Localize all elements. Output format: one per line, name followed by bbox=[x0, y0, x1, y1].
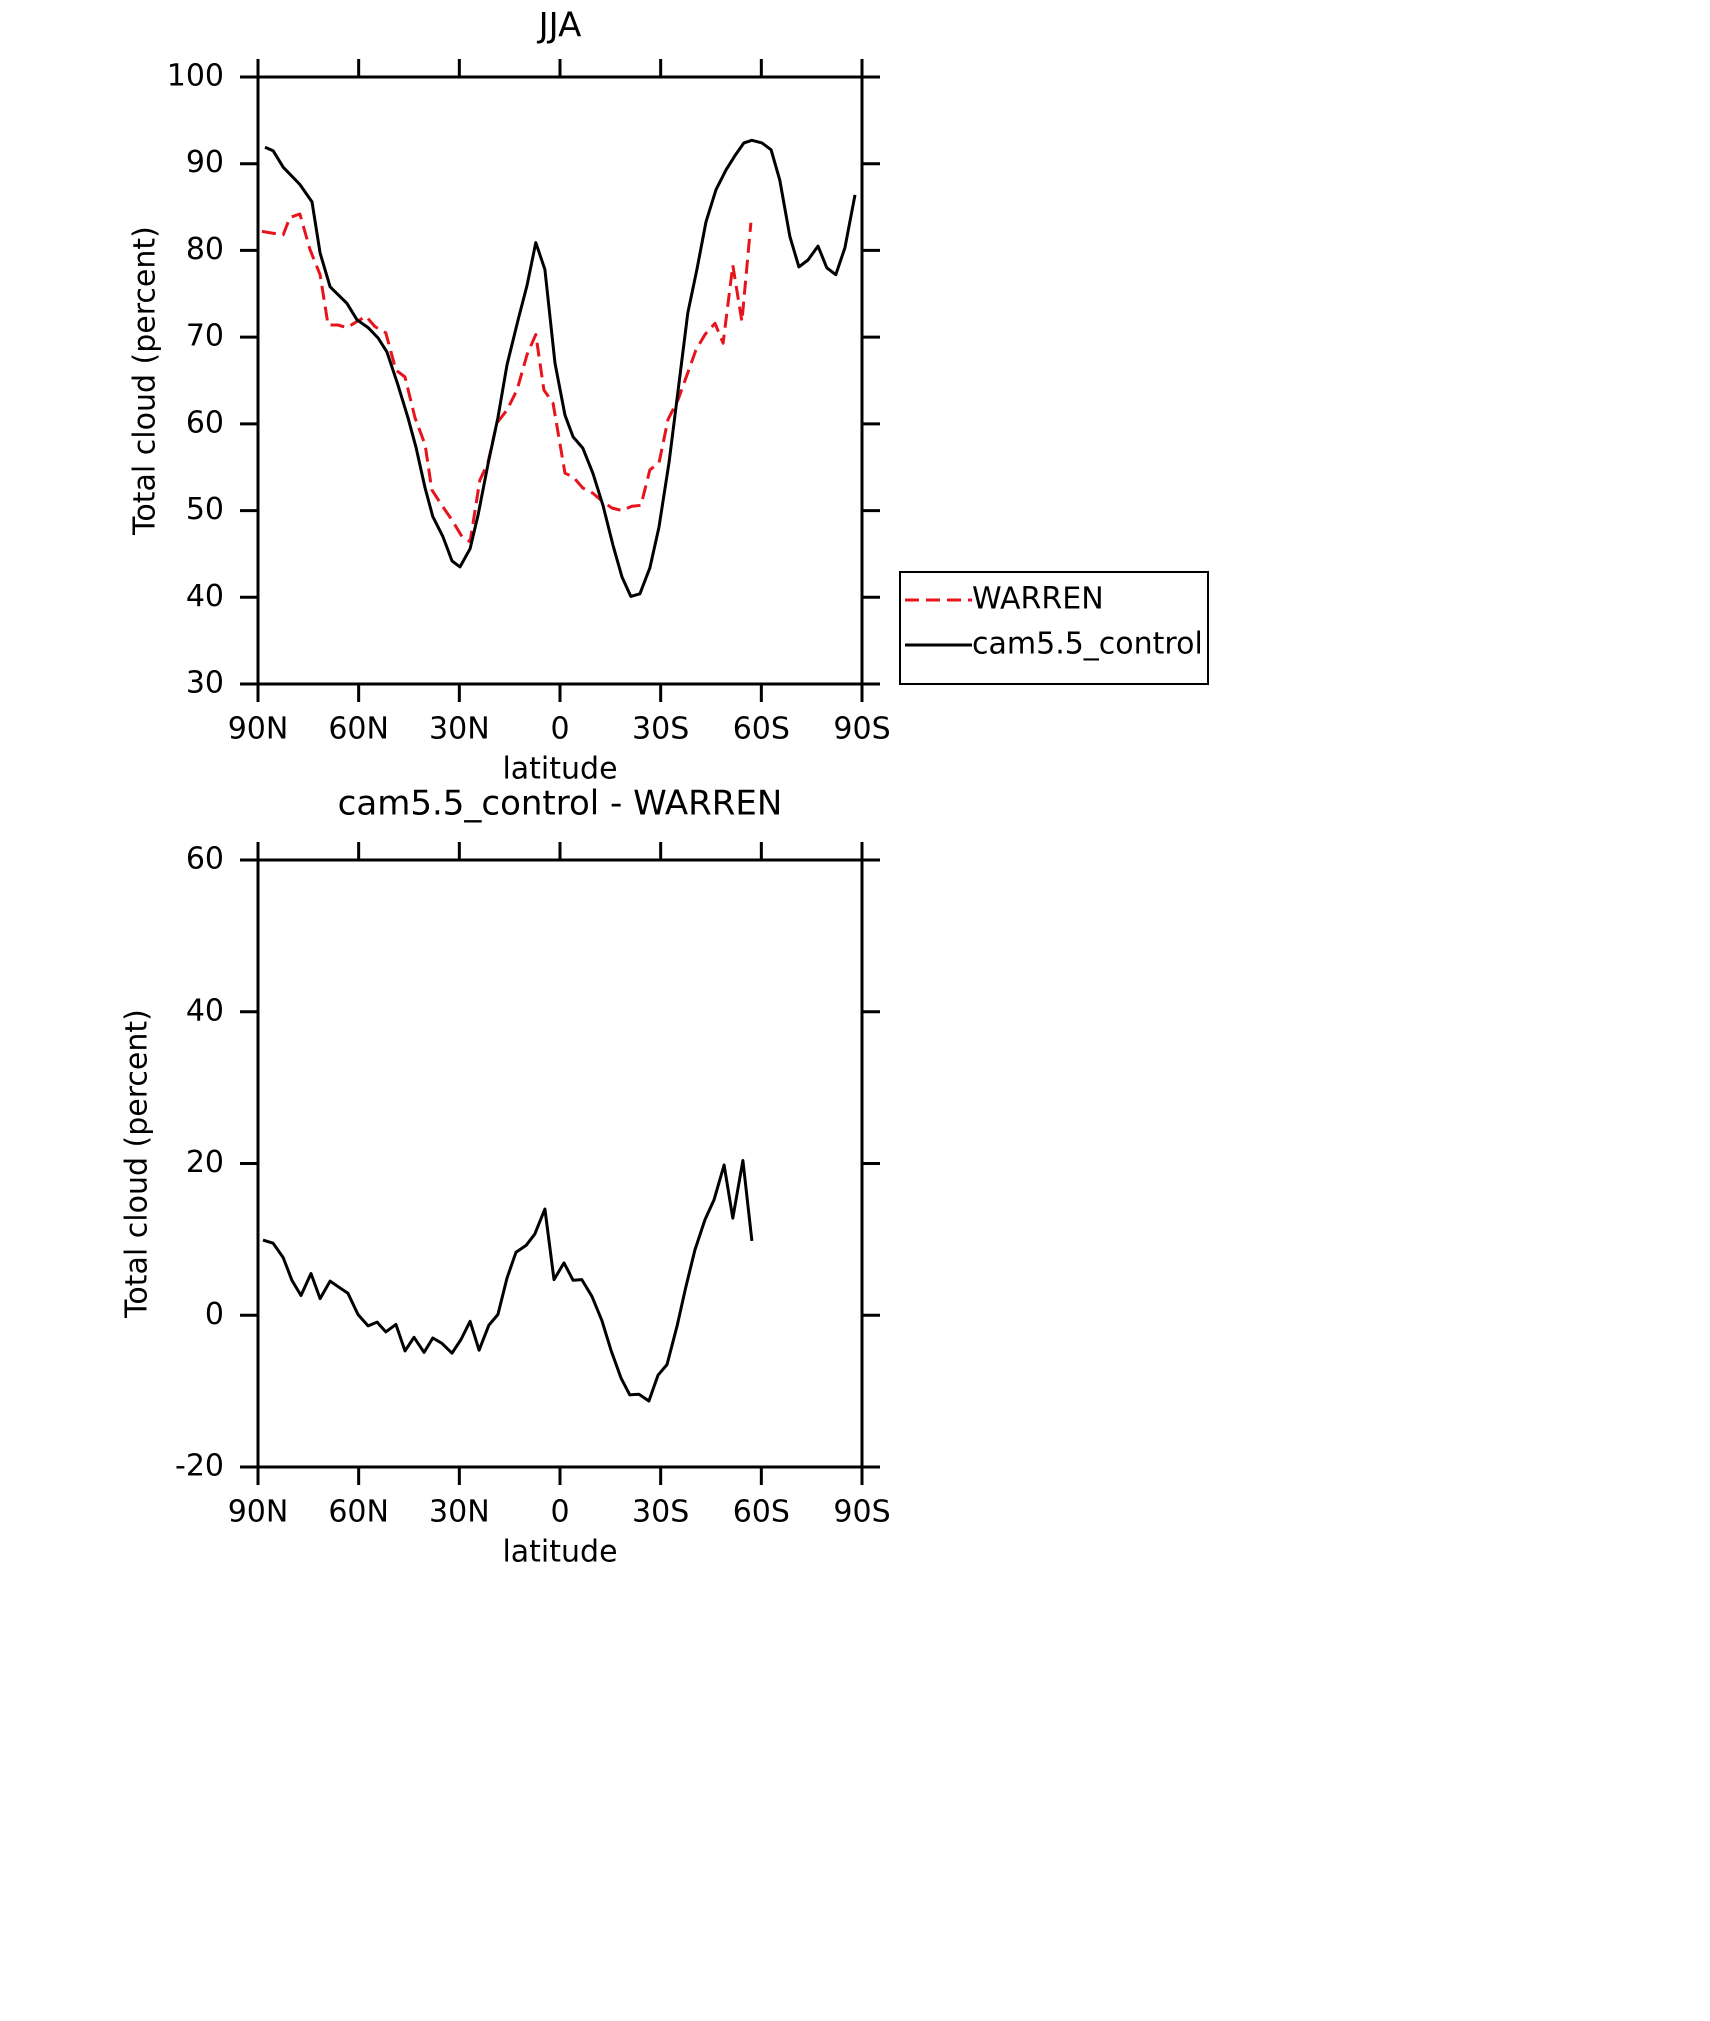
y-tick-label: 30 bbox=[186, 666, 224, 701]
x-tick-label: 0 bbox=[550, 1495, 569, 1530]
y-tick-label: 40 bbox=[186, 993, 224, 1028]
x-axis-label: latitude bbox=[502, 1535, 617, 1570]
x-tick-label: 30S bbox=[632, 1495, 689, 1530]
y-tick-label: 90 bbox=[186, 145, 224, 180]
y-axis-label: Total cloud (percent) bbox=[128, 226, 163, 536]
y-tick-label: 50 bbox=[186, 492, 224, 527]
x-tick-label: 60S bbox=[733, 1495, 790, 1530]
x-tick-label: 30S bbox=[632, 712, 689, 747]
y-tick-label: 20 bbox=[186, 1145, 224, 1180]
plot-frame bbox=[256, 75, 864, 686]
legend-label: cam5.5_control bbox=[972, 627, 1203, 662]
y-tick-label: 100 bbox=[167, 59, 224, 94]
chart-title: cam5.5_control - WARREN bbox=[338, 784, 783, 824]
y-tick-label: 70 bbox=[186, 319, 224, 354]
y-tick-label: 60 bbox=[186, 405, 224, 440]
x-tick-label: 30N bbox=[429, 1495, 490, 1530]
x-tick-label: 90N bbox=[228, 1495, 289, 1530]
x-tick-label: 30N bbox=[429, 712, 490, 747]
x-tick-label: 60N bbox=[328, 712, 389, 747]
y-tick-label: 40 bbox=[186, 579, 224, 614]
data-line bbox=[262, 1159, 754, 1403]
x-tick-label: 90N bbox=[228, 712, 289, 747]
y-tick-label: 60 bbox=[186, 842, 224, 877]
x-tick-label: 90S bbox=[833, 712, 890, 747]
legend-label: WARREN bbox=[972, 582, 1104, 617]
y-tick-label: 0 bbox=[205, 1297, 224, 1332]
plot-frame bbox=[256, 858, 864, 1469]
x-axis-label: latitude bbox=[502, 752, 617, 787]
x-tick-label: 90S bbox=[833, 1495, 890, 1530]
data-line bbox=[264, 138, 857, 598]
x-tick-label: 0 bbox=[550, 712, 569, 747]
y-tick-label: -20 bbox=[175, 1449, 224, 1484]
legend-box bbox=[899, 571, 1209, 685]
data-line bbox=[261, 212, 753, 544]
chart-title: JJA bbox=[537, 6, 582, 46]
y-axis-label: Total cloud (percent) bbox=[120, 1009, 155, 1319]
x-tick-label: 60N bbox=[328, 1495, 389, 1530]
y-tick-label: 80 bbox=[186, 232, 224, 267]
x-tick-label: 60S bbox=[733, 712, 790, 747]
